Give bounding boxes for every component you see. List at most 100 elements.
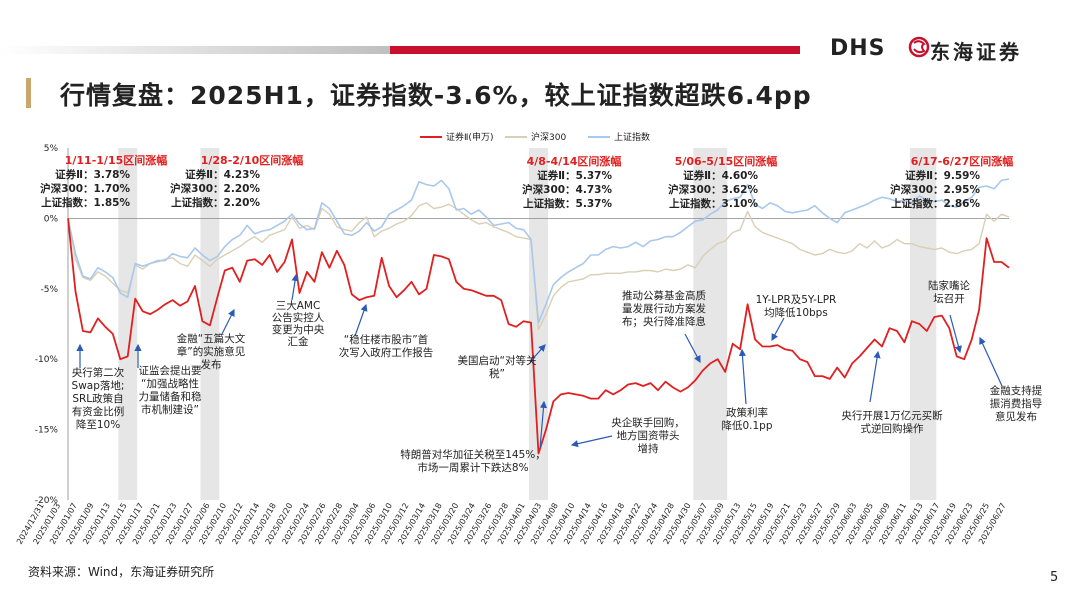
band-value-4: 上证指数：3.10% — [669, 197, 758, 210]
band-period-3: 4/8-4/14区间涨幅 — [527, 154, 622, 168]
event-arrow-5 — [354, 303, 368, 337]
event-note-7: 市场一周累计下跌达8% — [417, 461, 528, 474]
band-value-4: 沪深300：3.62% — [668, 183, 758, 196]
event-note-2: 力量储备和稳 — [139, 390, 202, 403]
axis-layer: 5%0%-5%-10%-15%-20%2024/12/312025/01/032… — [15, 144, 1009, 546]
event-arrow-12 — [869, 350, 881, 403]
event-note-14: 意见发布 — [995, 410, 1037, 423]
event-note-8: 地方国资带头 — [617, 429, 680, 442]
securities-index-line — [67, 218, 1010, 455]
header-decor-bar-grey — [0, 46, 390, 54]
event-note-8: 央企联手回购， — [611, 416, 685, 429]
arrows-layer — [76, 273, 1003, 449]
band-value-3: 沪深300：4.73% — [522, 183, 612, 196]
band-value-5: 上证指数：2.86% — [891, 197, 980, 210]
page-title: 行情复盘：2025H1，证券指数-3.6%，较上证指数超跌6.4pp — [60, 81, 812, 110]
event-note-5: 次写入政府工作报告 — [339, 346, 434, 359]
legend-label-1: 证券Ⅱ(申万) — [446, 131, 493, 143]
y-tick-label: -5% — [40, 285, 58, 295]
y-tick-label: -15% — [35, 426, 59, 436]
y-tick-label: -10% — [35, 355, 59, 365]
band-value-1: 上证指数：1.85% — [41, 196, 130, 209]
event-note-6: 税” — [489, 367, 505, 380]
dragon-icon — [908, 36, 930, 58]
highlight-band-5 — [909, 148, 937, 500]
event-note-10: 政策利率 — [726, 406, 768, 419]
event-note-9: 量发展行动方案发 — [622, 302, 706, 315]
event-note-6: 美国启动“对等关 — [458, 354, 537, 367]
event-note-8: 增持 — [638, 442, 659, 455]
band-value-4: 证券Ⅱ：4.60% — [683, 169, 758, 182]
event-note-14: 振消费指导 — [990, 397, 1043, 410]
band-period-5: 6/17-6/27区间涨幅 — [911, 154, 1014, 168]
event-note-11: 均降低10bps — [764, 306, 828, 319]
event-arrow-11 — [771, 317, 785, 342]
band-value-3: 证券Ⅱ：5.37% — [537, 169, 612, 182]
event-note-9: 推动公募基金高质 — [622, 289, 706, 302]
legend-label-2: 沪深300 — [531, 131, 566, 143]
event-note-1: 降至10% — [76, 418, 120, 431]
event-note-7: 特朗普对华加征关税至145%， — [400, 448, 546, 461]
band-period-1: 1/11-1/15区间涨幅 — [65, 153, 168, 167]
band-period-2: 1/28-2/10区间涨幅 — [201, 153, 304, 167]
event-note-10: 降低0.1pp — [721, 419, 772, 432]
event-note-1: 有资金比例 — [72, 405, 125, 418]
event-note-3: 章”的实施意见 — [177, 345, 245, 358]
band-value-3: 上证指数：5.37% — [523, 197, 612, 210]
event-arrow-9 — [684, 333, 701, 364]
event-arrow-6 — [529, 344, 546, 363]
y-tick-label: 5% — [44, 144, 59, 154]
event-arrow-10 — [738, 348, 747, 405]
lines-layer — [67, 178, 1010, 455]
event-note-1: SRL政策自 — [72, 392, 123, 405]
event-note-1: Swap落地; — [72, 379, 125, 392]
band-value-1: 证券Ⅱ：3.78% — [55, 168, 130, 181]
event-note-12: 央行开展1万亿元买断 — [841, 409, 943, 422]
source-note: 资料来源：Wind，东海证券研究所 — [28, 565, 215, 579]
labels-layer: 1/11-1/15区间涨幅证券Ⅱ：3.78%沪深300：1.70%上证指数：1.… — [40, 153, 1043, 474]
csi300-line — [67, 202, 1010, 331]
bands-layer — [118, 148, 937, 500]
event-note-4: 汇金 — [288, 335, 309, 348]
band-value-5: 证券Ⅱ：9.59% — [905, 169, 980, 182]
event-note-2: “加强战略性 — [141, 377, 199, 390]
event-note-4: 变更为中央 — [272, 323, 325, 336]
y-tick-label: 0% — [44, 214, 59, 224]
band-value-2: 上证指数：2.20% — [171, 196, 260, 209]
chart-legend: 证券Ⅱ(申万) 沪深300 上证指数 — [420, 131, 650, 143]
event-note-9: 布；央行降准降息 — [622, 315, 706, 328]
event-note-13: 坛召开 — [933, 292, 965, 305]
event-arrow-8 — [570, 435, 613, 448]
band-period-4: 5/06-5/15区间涨幅 — [675, 154, 778, 168]
event-arrow-13 — [949, 314, 962, 354]
event-note-3: 金融“五篇大文 — [177, 332, 246, 345]
event-arrow-3 — [221, 308, 235, 335]
event-note-11: 1Y-LPR及5Y-LPR — [756, 294, 837, 306]
event-arrow-7 — [539, 400, 548, 449]
legend-label-3: 上证指数 — [614, 131, 650, 143]
page-number: 5 — [1050, 570, 1059, 585]
band-value-2: 沪深300：2.20% — [170, 182, 260, 195]
highlight-band-1 — [118, 148, 138, 500]
brand-name-cn: 东海证券 — [930, 40, 1022, 64]
event-note-12: 式逆回购操作 — [861, 422, 924, 435]
event-note-1: 央行第二次 — [72, 366, 125, 379]
event-note-14: 金融支持提 — [990, 384, 1043, 397]
brand-logo: DHS 东海证券 — [830, 34, 1050, 64]
event-note-4: 三大AMC — [276, 299, 321, 312]
sse-composite-line — [67, 178, 1010, 324]
y-tick-label: -20% — [35, 496, 59, 506]
event-arrow-14 — [979, 336, 1003, 387]
title-accent-bar — [26, 78, 31, 108]
event-note-4: 公告实控人 — [272, 311, 325, 324]
brand-name-en: DHS — [830, 36, 886, 61]
event-arrow-4 — [291, 273, 299, 301]
event-note-3: 发布 — [201, 358, 222, 371]
event-note-2: 市机制建设” — [141, 403, 199, 416]
band-value-2: 证券Ⅱ：4.23% — [185, 168, 260, 181]
event-note-5: “稳住楼市股市”首 — [344, 333, 428, 346]
event-note-13: 陆家嘴论 — [928, 279, 970, 292]
event-note-2: 证监会提出要 — [139, 364, 202, 377]
band-value-5: 沪深300：2.95% — [890, 183, 980, 196]
